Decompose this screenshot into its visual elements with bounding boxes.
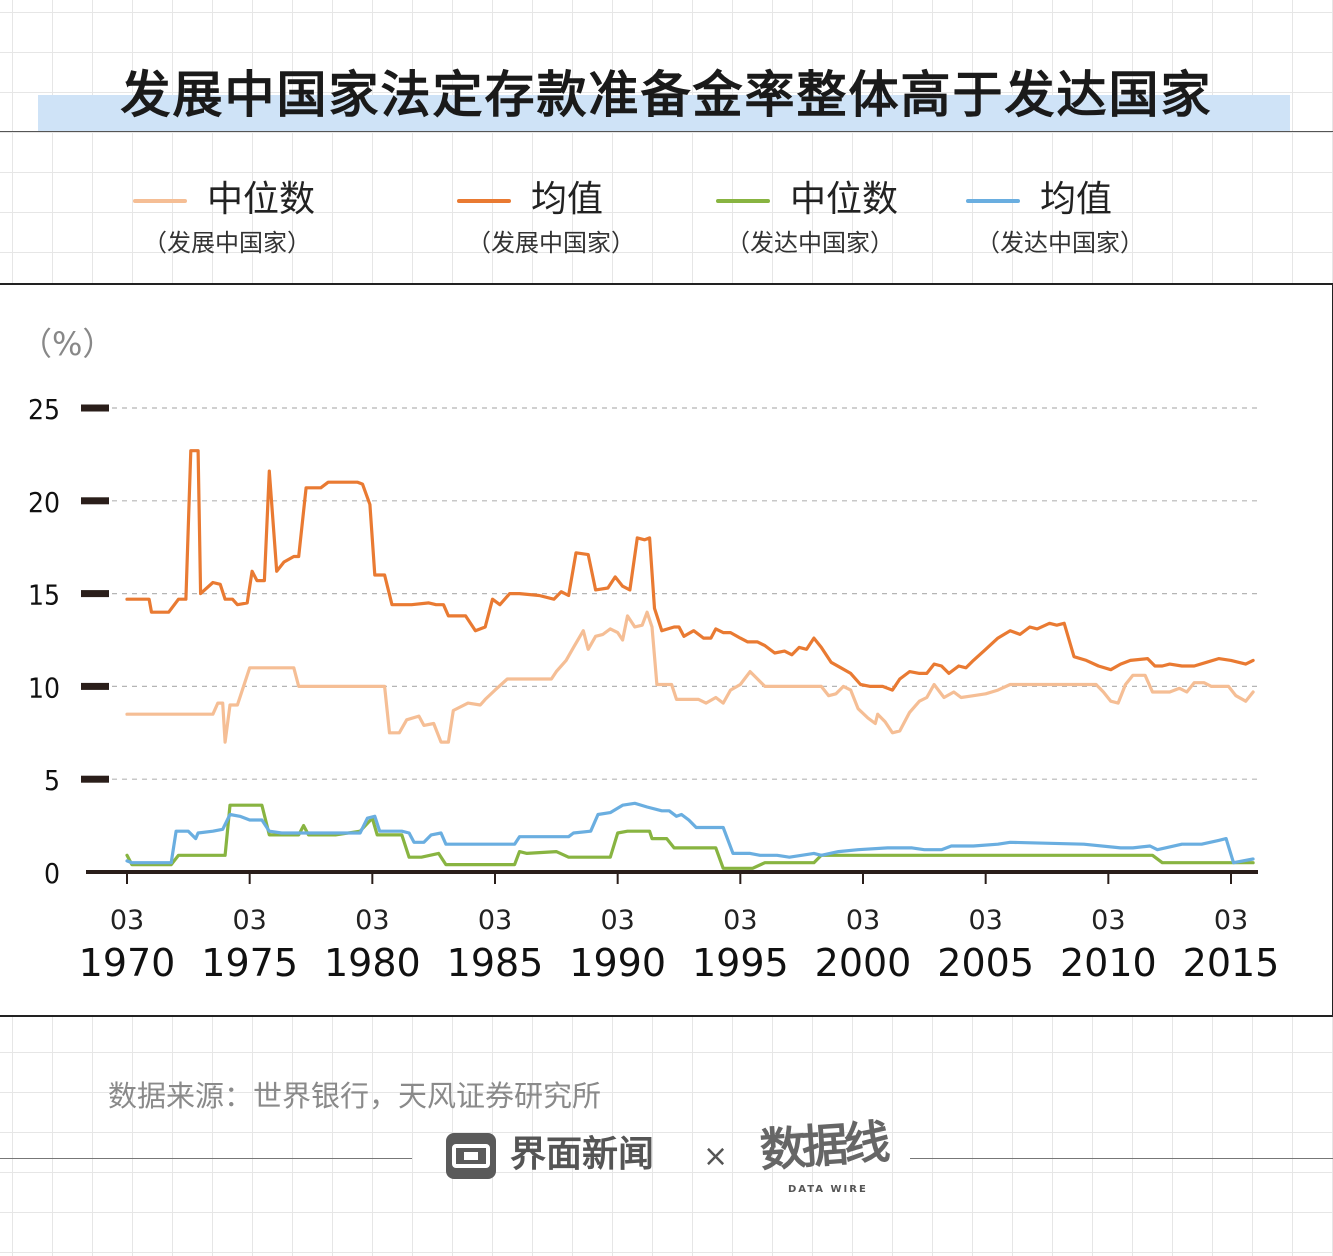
- x-tick-year-2010: 2010: [1060, 941, 1157, 985]
- y-tick-mark-25: [81, 404, 109, 412]
- x-tick-year-2005: 2005: [937, 941, 1034, 985]
- x-tick-month-1985: 03: [478, 905, 512, 936]
- series-line-3: [125, 803, 1255, 870]
- legend-swatch: [457, 199, 511, 203]
- x-tick-month-2015: 03: [1214, 905, 1248, 936]
- y-tick-mark-15: [81, 590, 109, 598]
- y-tick-label-25: 25: [28, 393, 60, 426]
- x-tick-month-2005: 03: [968, 905, 1002, 936]
- legend-group: （发达中国家）: [726, 229, 894, 257]
- y-tick-label-10: 10: [28, 671, 60, 704]
- collab-times: ×: [703, 1139, 729, 1174]
- x-tick-year-1980: 1980: [324, 941, 421, 985]
- chart-panel: （%） 0 5 10 15 20 25 03 1970 03 1975 03 1980 03 1985 03…: [0, 283, 1333, 1017]
- footer-rule-left: [0, 1158, 412, 1159]
- series-line-2: [125, 449, 1255, 692]
- brand-name: 界面新闻: [510, 1134, 655, 1175]
- x-tick-year-1970: 1970: [79, 941, 176, 985]
- y-tick-label-15: 15: [28, 579, 60, 612]
- legend-name: 均值: [1040, 179, 1113, 220]
- series-line-4: [125, 801, 1255, 865]
- x-tick-year-2015: 2015: [1183, 941, 1280, 985]
- y-tick-label-20: 20: [28, 486, 60, 519]
- legend-group: （发展中国家）: [467, 229, 635, 257]
- legend-swatch: [133, 199, 187, 203]
- title-rule: [0, 131, 1333, 132]
- footer-rule-right: [910, 1158, 1333, 1159]
- y-tick-label-5: 5: [44, 764, 60, 797]
- legend-name: 均值: [531, 179, 604, 220]
- series-lines: [125, 449, 1255, 870]
- y-tick-mark-10: [81, 682, 109, 690]
- series-line-1: [125, 610, 1255, 744]
- x-tick-year-1990: 1990: [569, 941, 666, 985]
- legend-swatch: [966, 199, 1020, 203]
- legend-swatch: [716, 199, 770, 203]
- brand-logo-icon: [446, 1133, 496, 1179]
- partner-logo-subtitle: DATA WIRE: [788, 1184, 868, 1195]
- x-tick-month-1970: 03: [110, 905, 144, 936]
- partner-logo: 数据线: [758, 1114, 888, 1178]
- data-source-note: 数据来源：世界银行，天风证券研究所: [108, 1079, 602, 1113]
- x-tick-month-2000: 03: [846, 905, 880, 936]
- legend-group: （发展中国家）: [143, 229, 311, 257]
- x-tick-month-1995: 03: [723, 905, 757, 936]
- x-tick-year-2000: 2000: [815, 941, 912, 985]
- gridlines: [112, 407, 1262, 780]
- y-tick-mark-20: [81, 497, 109, 505]
- legend-name: 中位数: [790, 179, 899, 220]
- x-tick-year-1975: 1975: [201, 941, 298, 985]
- page-title: 发展中国家法定存款准备金率整体高于发达国家: [120, 66, 1213, 124]
- x-tick-month-2010: 03: [1091, 905, 1125, 936]
- x-tick-month-1990: 03: [600, 905, 634, 936]
- line-chart: （%） 0 5 10 15 20 25 03 1970 03 1975 03 1980 03 1985 03…: [20, 325, 1279, 985]
- x-tick-month-1980: 03: [355, 905, 389, 936]
- axes: 0 5 10 15 20 25 03 1970 03 1975 03 1980 03 1985 03 1990…: [28, 393, 1279, 985]
- legend-name: 中位数: [207, 179, 316, 220]
- legend-group: （发达中国家）: [976, 229, 1144, 257]
- y-tick-mark-5: [81, 775, 109, 783]
- x-tick-month-1975: 03: [232, 905, 266, 936]
- y-tick-label-0: 0: [44, 857, 60, 890]
- y-axis-unit-label: （%）: [20, 325, 114, 363]
- x-tick-year-1995: 1995: [692, 941, 789, 985]
- title-highlight-band: [38, 95, 1290, 131]
- x-tick-year-1985: 1985: [447, 941, 544, 985]
